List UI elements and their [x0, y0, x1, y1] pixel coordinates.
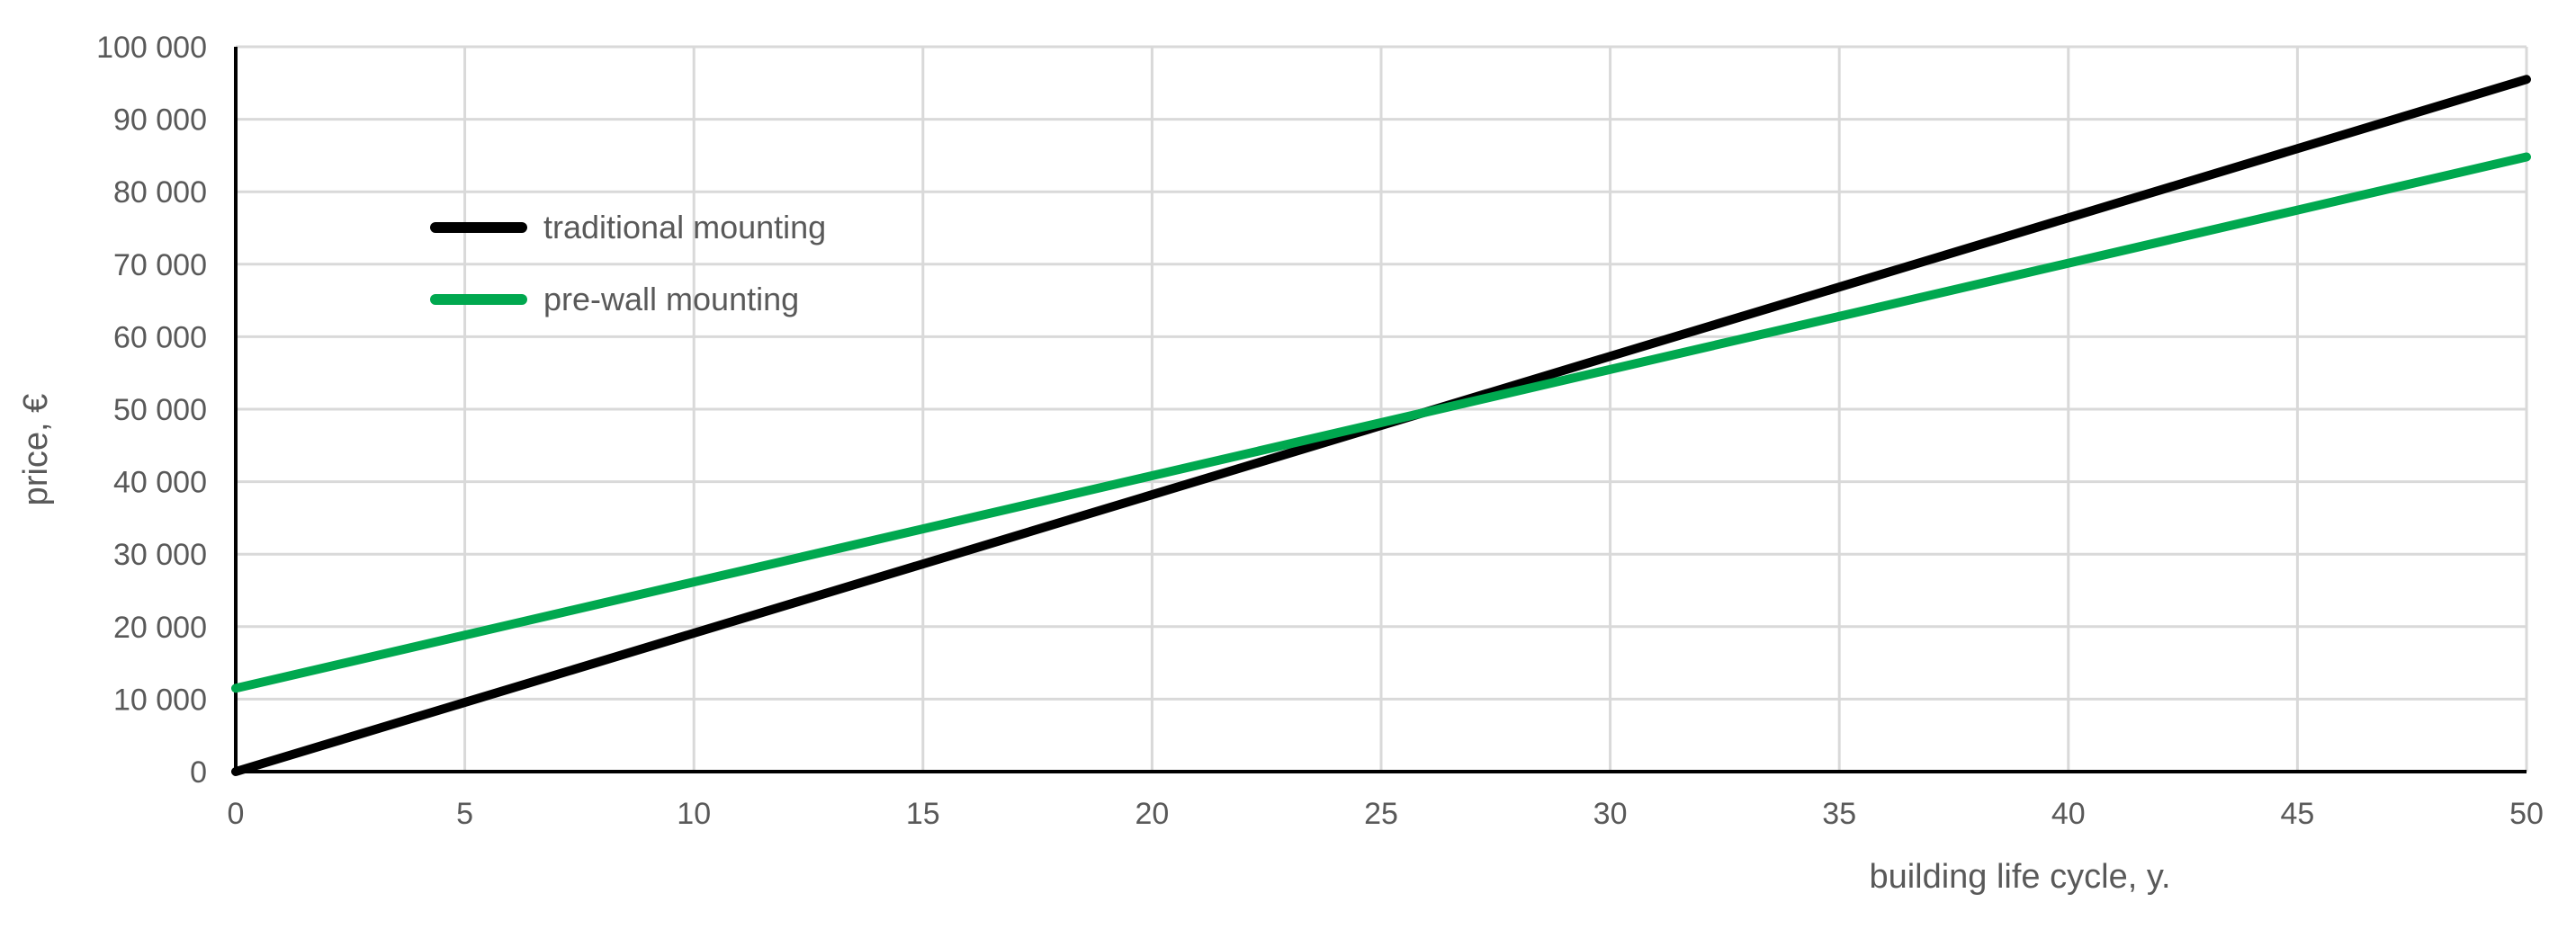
y-axis-title: price, €: [17, 394, 55, 506]
y-tick-label: 80 000: [113, 175, 207, 210]
x-tick-label: 30: [1593, 797, 1628, 831]
series-line-pre-wall-mounting: [231, 152, 2531, 693]
gridlines: [236, 45, 2528, 772]
x-tick-label: 35: [1822, 797, 1856, 831]
x-tick-label: 15: [906, 797, 940, 831]
x-tick-label: 45: [2280, 797, 2314, 831]
x-tick-label: 50: [2509, 797, 2544, 831]
x-tick-label: 5: [456, 797, 473, 831]
x-tick-label: 25: [1364, 797, 1398, 831]
y-tick-label: 10 000: [113, 683, 207, 717]
y-tick-label: 100 000: [96, 31, 207, 65]
legend: traditional mounting pre-wall mounting: [430, 209, 826, 317]
y-tick-label: 30 000: [113, 538, 207, 572]
y-tick-label: 20 000: [113, 611, 207, 645]
x-tick-label: 0: [228, 797, 245, 831]
x-axis-title: building life cycle, y.: [1869, 858, 2170, 896]
legend-label: pre-wall mounting: [543, 281, 799, 317]
y-tick-label: 0: [190, 755, 207, 790]
x-tick-label: 10: [677, 797, 711, 831]
series-lines: [231, 75, 2531, 776]
y-tick-label: 90 000: [113, 103, 207, 138]
x-axis-ticks: 0 5 10 15 20 25 30 35 40 45 50: [228, 797, 2544, 831]
x-tick-label: 20: [1135, 797, 1169, 831]
y-tick-label: 40 000: [113, 466, 207, 500]
y-tick-label: 60 000: [113, 320, 207, 354]
legend-label: traditional mounting: [543, 209, 826, 246]
y-axis-ticks: 0 10 000 20 000 30 000 40 000 50 000 60 000 70 …: [96, 31, 207, 790]
y-tick-label: 50 000: [113, 393, 207, 427]
x-tick-label: 40: [2051, 797, 2086, 831]
y-tick-label: 70 000: [113, 248, 207, 282]
